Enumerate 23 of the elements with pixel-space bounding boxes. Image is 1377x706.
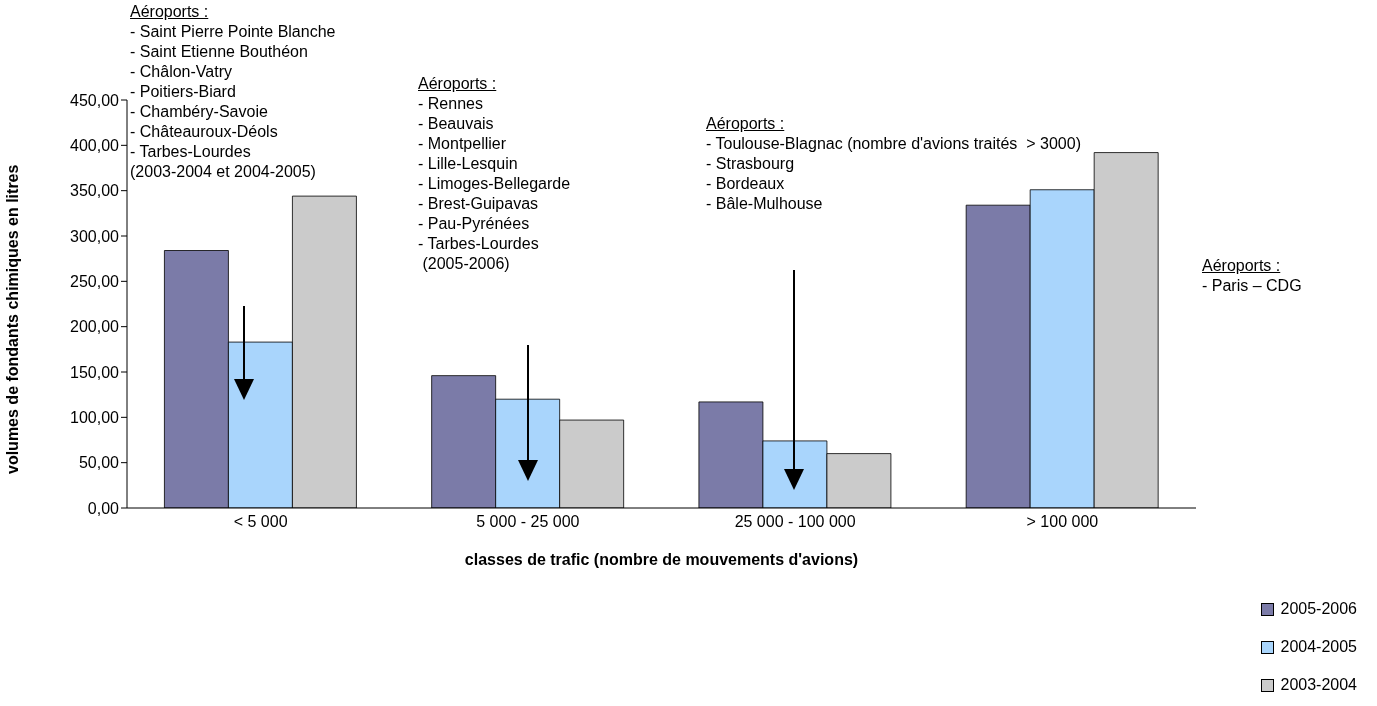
y-tick-label: 450,00 — [70, 91, 120, 109]
x-axis-title: classes de trafic (nombre de mouvements d'avions) — [464, 551, 859, 568]
legend-label: 2005-2006 — [1280, 600, 1357, 618]
legend-label: 2003-2004 — [1280, 676, 1357, 694]
text: Aéroports : - Rennes - Beauvais - Montpellier - Lille-Lesquin - Limoges-Bellegarde - Brest-Guipavas - Pau-Pyrénées - Tarbes-Lourdes (2005-2006) — [418, 75, 571, 272]
y-tick-label: 200,00 — [70, 318, 120, 336]
x-tick-label: 5 000 - 25 000 — [476, 513, 580, 531]
y-tick-label: 0,00 — [87, 499, 120, 517]
text: Aéroports : - Paris – CDG — [1202, 256, 1303, 296]
legend-label: 2004-2005 — [1280, 638, 1357, 656]
text: Aéroports : - Saint Pierre Pointe Blanche - Saint Etienne Bouthéon - Châlon-Vatry - Poitiers-Biard - Chambéry-Savoie - Châteauroux-Déols - Tarbes-Lourdes (2003-2004 et 2004-2005) — [130, 3, 336, 180]
x-tick-label: < 5 000 — [233, 513, 288, 531]
y-tick-label: 250,00 — [70, 273, 120, 291]
annotation: Aéroports : - Toulouse-Blagnac (nombre d'avions traités > 3000) - Strasbourg - Bordeaux - Bâle-Mulhouse — [706, 114, 1082, 214]
x-tick-label: > 100 000 — [1026, 513, 1099, 531]
y-tick-label: 400,00 — [70, 137, 120, 155]
y-tick-label: 50,00 — [78, 454, 120, 472]
x-tick-label: 25 000 - 100 000 — [734, 513, 856, 531]
y-tick-label: 300,00 — [70, 227, 120, 245]
y-tick-label: 350,00 — [70, 182, 120, 200]
y-axis-title: volumes de fondants chimiques en litres — [3, 164, 21, 474]
y-tick-label: 150,00 — [70, 363, 120, 381]
y-tick-label: 100,00 — [70, 409, 120, 427]
